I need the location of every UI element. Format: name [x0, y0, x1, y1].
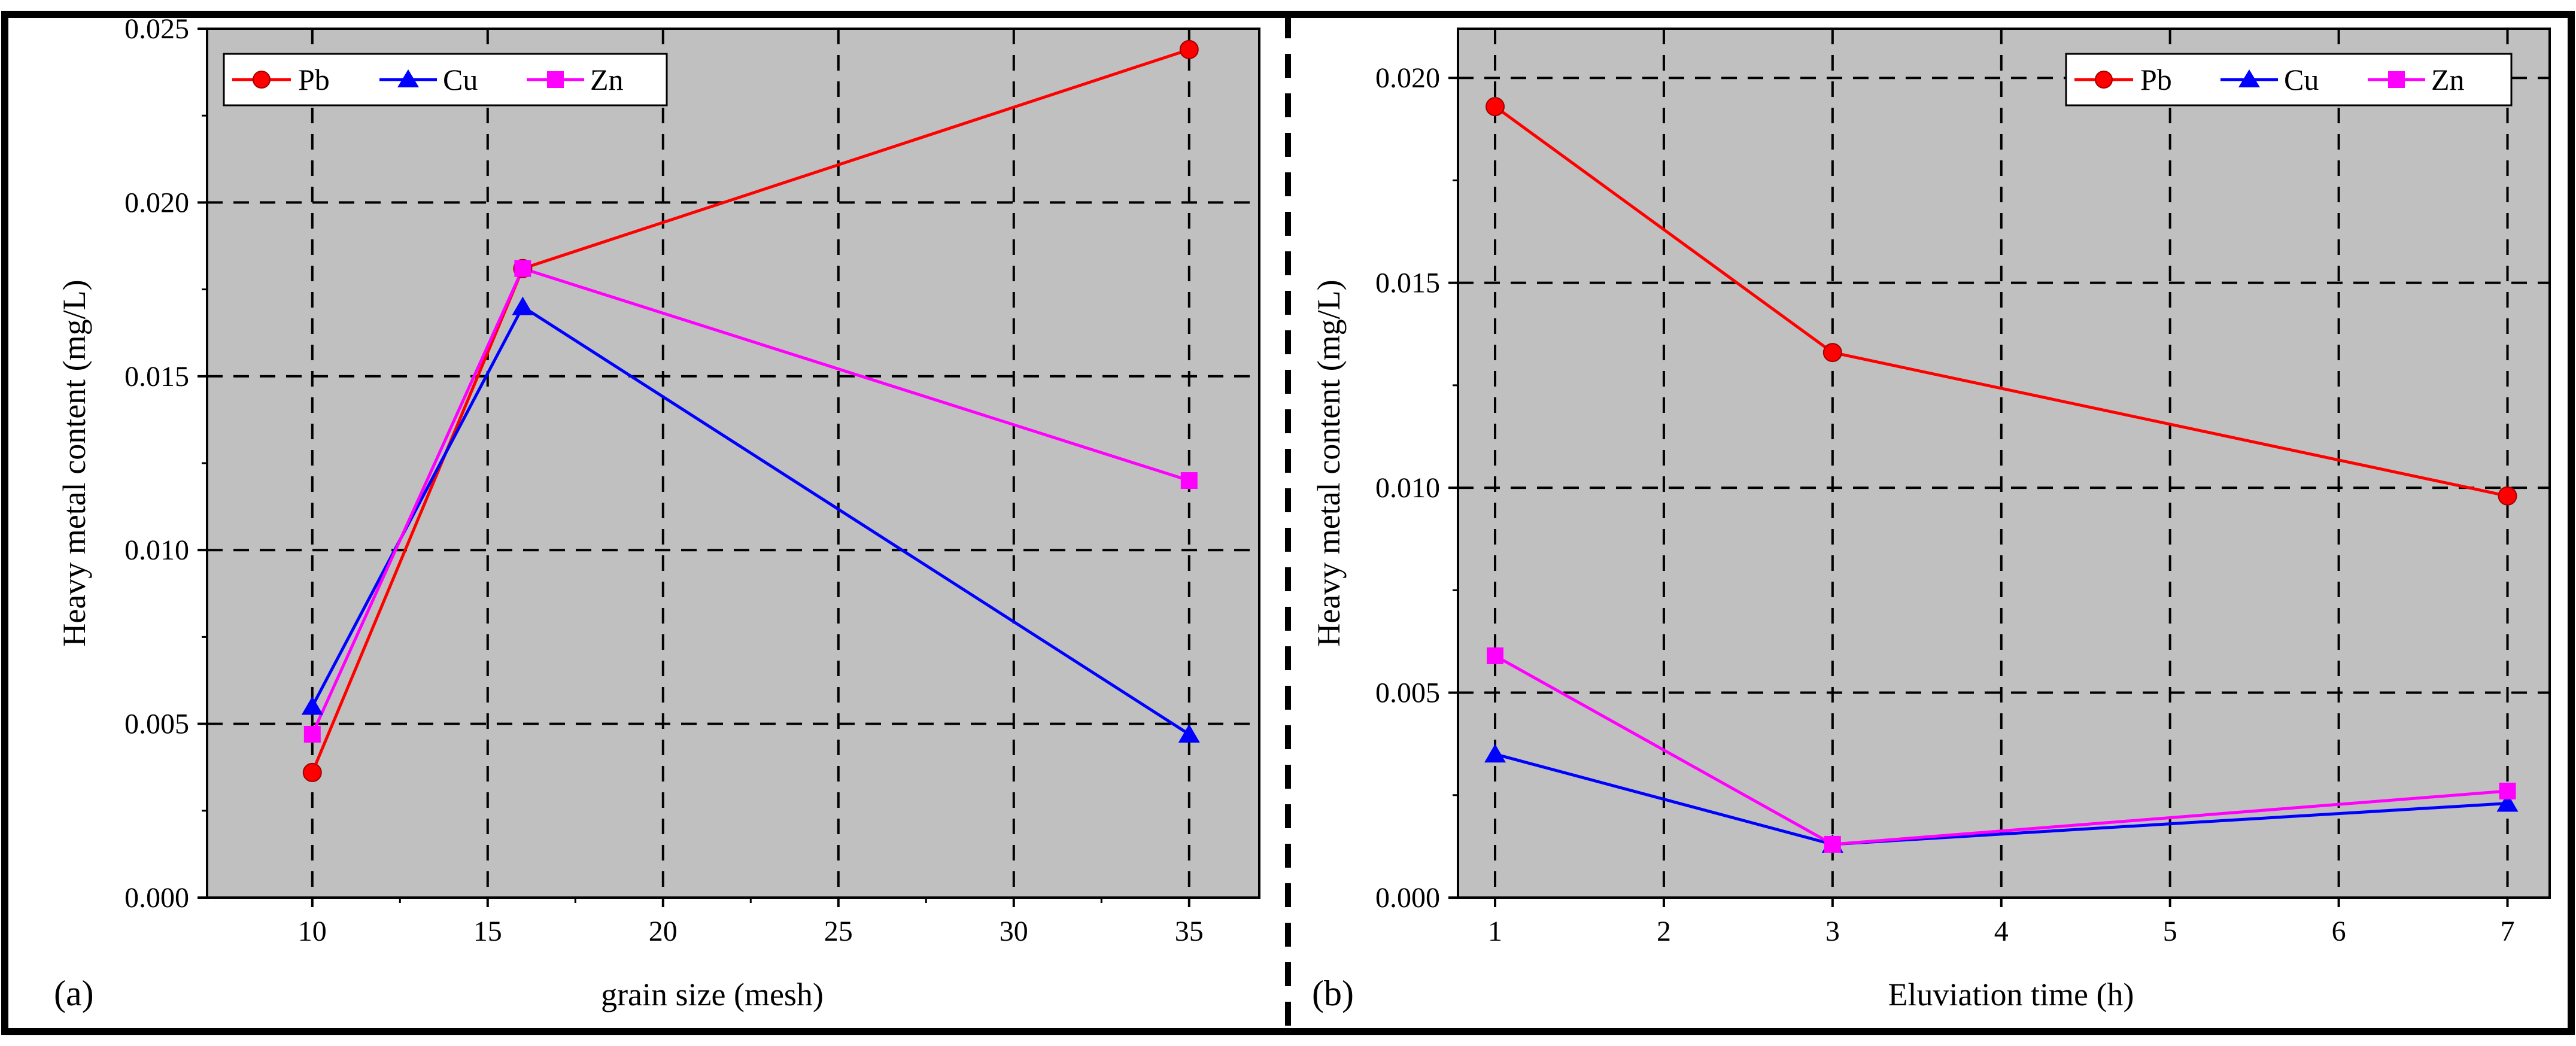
data-point-zn	[514, 260, 531, 277]
panel-a-label: (a)	[54, 974, 94, 1013]
data-point-cu	[2496, 793, 2519, 812]
y-tick-label: 0.025	[124, 13, 189, 45]
x-tick-label: 4	[1994, 916, 2009, 947]
y-tick-label: 0.005	[124, 709, 189, 740]
panel-b: 1 2 3 4 5 6 7 0.000 0.005 0.010 0.015 0.020 Eluviat…	[1311, 28, 2551, 1013]
data-point-zn	[1487, 647, 1504, 664]
data-point-zn	[1180, 472, 1198, 489]
panel-b-series	[1484, 97, 2519, 853]
x-tick-label: 10	[298, 916, 327, 947]
panel-a-xlabel: grain size (mesh)	[601, 977, 824, 1012]
y-tick-label: 0.015	[124, 361, 189, 393]
panel-b-xlabel: Eluviation time (h)	[1888, 977, 2134, 1012]
panel-a-series	[301, 39, 1200, 782]
x-tick-label: 25	[824, 916, 853, 947]
x-tick-label: 35	[1175, 916, 1204, 947]
data-point-pb	[1822, 343, 1842, 363]
y-tick-label: 0.010	[1375, 472, 1440, 504]
legend-item-cu: Cu	[2220, 63, 2319, 96]
legend-cu-label: Cu	[2284, 63, 2319, 96]
y-tick-label: 0.020	[1375, 62, 1440, 94]
legend-zn-label: Zn	[2431, 63, 2465, 96]
panel-a-legend-box	[223, 53, 668, 107]
legend-pb-label: Pb	[2140, 63, 2172, 96]
data-point-pb	[1486, 97, 1505, 117]
panel-b-ticks: 1 2 3 4 5 6 7 0.000 0.005 0.010 0.015 0.020	[1375, 62, 2515, 947]
data-point-cu	[512, 296, 534, 315]
panel-a-plot-area	[207, 29, 1259, 898]
data-point-pb	[2498, 486, 2517, 506]
data-point-zn	[303, 726, 321, 743]
x-tick-label: 1	[1488, 916, 1502, 947]
y-tick-label: 0.015	[1375, 267, 1440, 299]
x-tick-label: 20	[649, 916, 678, 947]
y-tick-label: 0.000	[124, 882, 189, 914]
panel-a-ticks: 10 15 20 25 30 35 0.000 0.005 0.010 0.015 0.020 0.0…	[124, 13, 1204, 947]
legend-zn-marker	[2388, 71, 2405, 88]
legend-item-pb: Pb	[232, 63, 330, 96]
x-tick-label: 6	[2332, 916, 2346, 947]
y-tick-label: 0.020	[124, 187, 189, 218]
panel-b-plot-frame	[1457, 28, 2551, 899]
x-tick-label: 7	[2501, 916, 2515, 947]
legend-pb-label: Pb	[298, 63, 330, 96]
x-tick-label: 30	[1000, 916, 1028, 947]
legend-cu-marker	[397, 69, 419, 87]
panel-b-ylabel: Heavy metal content (mg/L)	[1311, 279, 1347, 646]
legend-pb-marker	[253, 71, 271, 89]
legend-item-zn: Zn	[2368, 63, 2465, 96]
data-point-cu	[1178, 724, 1200, 743]
panel-b-label: (b)	[1312, 974, 1354, 1013]
data-point-zn	[2499, 782, 2516, 799]
panel-b-legend: Pb Cu Zn	[2065, 53, 2513, 107]
y-tick-label: 0.000	[1375, 882, 1440, 914]
panel-a-legend: Pb Cu Zn	[223, 53, 668, 107]
data-point-pb	[302, 762, 322, 782]
y-tick-label: 0.010	[124, 534, 189, 566]
data-point-pb	[1179, 39, 1199, 59]
x-tick-label: 5	[2163, 916, 2177, 947]
legend-cu-label: Cu	[443, 63, 478, 96]
legend-zn-label: Zn	[590, 63, 624, 96]
legend-cu-marker	[2238, 69, 2260, 87]
x-tick-label: 3	[1825, 916, 1840, 947]
legend-zn-marker	[547, 71, 564, 88]
panel-b-legend-box	[2065, 53, 2513, 107]
panel-a-grid	[207, 29, 1259, 898]
data-point-cu	[301, 696, 323, 715]
panel-a-ylabel: Heavy metal content (mg/L)	[56, 279, 92, 646]
x-tick-label: 15	[473, 916, 502, 947]
legend-item-zn: Zn	[527, 63, 624, 96]
data-point-zn	[1824, 835, 1841, 853]
panel-a: 10 15 20 25 30 35 0.000 0.005 0.010 0.015 0.020 0.0…	[54, 13, 1260, 1013]
panel-b-plot-area	[1458, 29, 2550, 898]
x-tick-label: 2	[1657, 916, 1671, 947]
legend-item-cu: Cu	[379, 63, 478, 96]
legend-item-pb: Pb	[2074, 63, 2172, 96]
y-tick-label: 0.005	[1375, 677, 1440, 709]
data-point-cu	[1484, 744, 1506, 763]
legend-pb-marker	[2095, 71, 2113, 89]
